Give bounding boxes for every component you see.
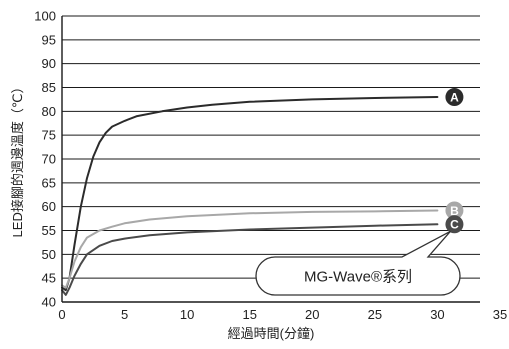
series-markers: A BC: [445, 88, 464, 234]
y-tick-label: 60: [42, 199, 56, 214]
series-marker-label: C: [450, 218, 459, 232]
gridlines: [62, 15, 480, 303]
x-tick-label: 35: [493, 307, 507, 322]
series-lines: [61, 96, 439, 296]
y-tick-label: 100: [34, 9, 56, 24]
x-tick-labels: 0 5 10 15 20 25 30 35: [58, 307, 507, 322]
y-tick-labels: 40 45 50 55 60 65 70 75 80 85 90 95 100: [34, 9, 56, 310]
annotation-callout: MG-Wave®系列: [255, 230, 461, 296]
callout-bubble: [255, 230, 461, 296]
callout-text: MG-Wave®系列: [304, 269, 412, 286]
y-tick-label: 85: [42, 80, 56, 95]
series-marker-a: [445, 88, 464, 107]
y-axis-label: LED接腳的週邊溫度（℃）: [10, 81, 25, 238]
x-tick-label: 25: [368, 307, 382, 322]
y-tick-label: 70: [42, 152, 56, 167]
series-line-a: [61, 96, 439, 292]
y-tick-label: 90: [42, 56, 56, 71]
x-tick-label: 0: [58, 307, 65, 322]
x-tick-label: 20: [305, 307, 319, 322]
x-tick-label: 10: [180, 307, 194, 322]
y-tick-label: 65: [42, 175, 56, 190]
x-tick-label: 15: [242, 307, 256, 322]
y-tick-label: 80: [42, 104, 56, 119]
series-line-c: [61, 223, 439, 296]
series-marker-b: [445, 201, 464, 220]
y-tick-label: 45: [42, 271, 56, 286]
x-tick-label: 30: [430, 307, 444, 322]
y-tick-label: 75: [42, 128, 56, 143]
series-line-b: [61, 209, 439, 289]
y-tick-label: 40: [42, 295, 56, 310]
x-axis-label: 經過時間(分鐘): [228, 326, 315, 341]
y-tick-label: 95: [42, 32, 56, 47]
y-tick-label: 55: [42, 223, 56, 238]
x-tick-label: 5: [121, 307, 128, 322]
series-marker-label: A: [450, 90, 459, 104]
axes: [61, 16, 480, 303]
series-marker-c: [445, 215, 464, 234]
y-tick-label: 50: [42, 247, 56, 262]
series-marker-label: B: [450, 204, 459, 218]
